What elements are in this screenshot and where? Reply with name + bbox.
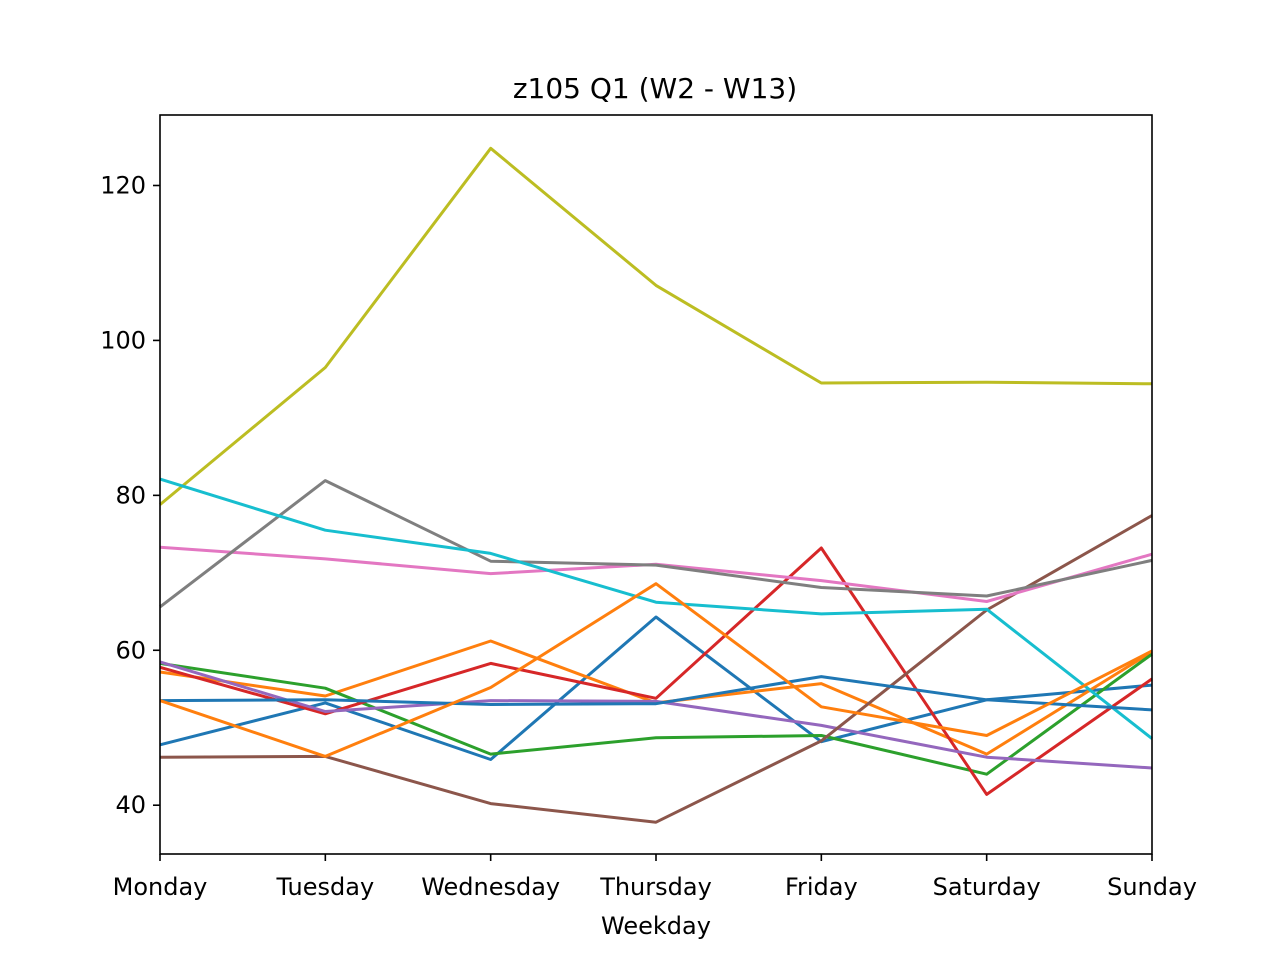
chart-title: z105 Q1 (W2 - W13) [513,72,797,105]
x-tick-label: Saturday [933,873,1041,901]
x-tick-label: Friday [785,873,858,901]
series-line-5 [159,660,1153,770]
y-tick-label: 100 [100,326,146,354]
x-tick-label: Sunday [1107,873,1197,901]
y-tick-label: 80 [115,481,146,509]
series-line-12 [159,582,1153,758]
series-group [159,146,1153,824]
series-line-6 [159,514,1153,824]
series-line-10 [159,477,1153,740]
x-axis-label: Weekday [601,912,711,940]
x-tick-label: Tuesday [276,873,375,901]
y-tick-label: 60 [115,636,146,664]
y-tick-label: 120 [100,171,146,199]
series-line-4 [159,546,1153,796]
x-axis-ticks: Monday Tuesday Wednesday Thursday Friday Satu… [113,854,1197,901]
y-axis-ticks: 40 60 80 100 120 [100,171,160,819]
series-line-9 [159,146,1153,506]
x-tick-label: Monday [113,873,208,901]
plot-frame [159,114,1153,855]
series-line-11 [159,675,1153,712]
x-tick-label: Thursday [599,873,712,901]
y-tick-label: 40 [115,791,146,819]
x-tick-label: Wednesday [421,873,560,901]
series-line-8 [159,479,1153,609]
series-line-3 [159,652,1153,776]
